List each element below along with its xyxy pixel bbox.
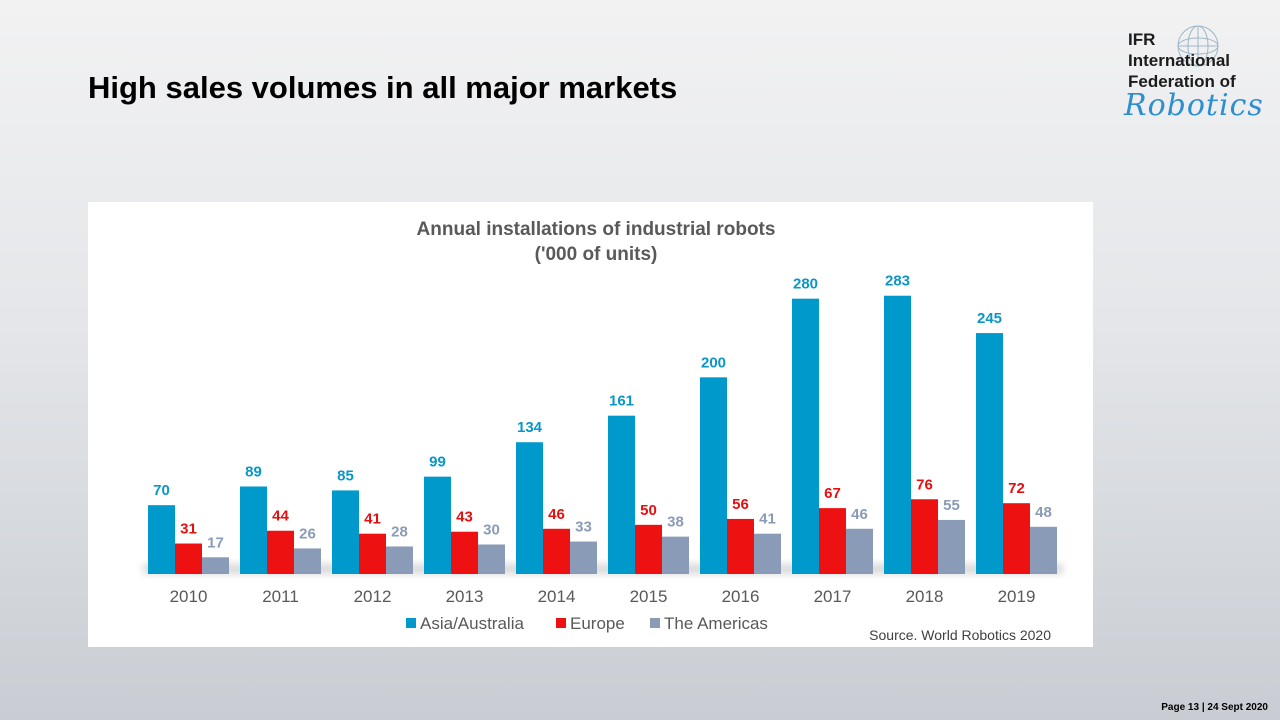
legend-swatch xyxy=(650,618,660,628)
logo-line-robotics: Robotics xyxy=(1124,88,1264,123)
slide-title: High sales volumes in all major markets xyxy=(88,70,678,105)
bar-the-americas-2017 xyxy=(846,528,873,574)
bar-europe-2011 xyxy=(267,530,294,574)
bar-europe-2014 xyxy=(543,528,570,574)
data-label: 134 xyxy=(517,419,543,436)
x-tick-label: 2012 xyxy=(354,587,392,606)
data-label: 72 xyxy=(1008,480,1025,497)
page-footer: Page 13 | 24 Sept 2020 xyxy=(1161,702,1268,713)
chart-title: Annual installations of industrial robot… xyxy=(417,219,776,240)
bar-the-americas-2011 xyxy=(294,548,321,574)
data-label: 48 xyxy=(1035,504,1052,521)
bar-asia-australia-2014 xyxy=(516,442,543,574)
data-label: 26 xyxy=(299,525,316,542)
bar-europe-2015 xyxy=(635,524,662,574)
bar-chart: Annual installations of industrial robot… xyxy=(143,219,1063,643)
bar-the-americas-2014 xyxy=(570,541,597,574)
data-label: 70 xyxy=(153,482,170,499)
bar-the-americas-2016 xyxy=(754,533,781,574)
legend-label: The Americas xyxy=(664,614,768,633)
data-label: 56 xyxy=(732,496,749,513)
bar-europe-2016 xyxy=(727,518,754,574)
logo-line-federation: Federation of xyxy=(1128,72,1236,91)
bar-the-americas-2012 xyxy=(386,546,413,574)
bar-asia-australia-2013 xyxy=(424,476,451,574)
bar-asia-australia-2012 xyxy=(332,490,359,574)
data-label: 17 xyxy=(207,534,224,551)
bar-europe-2019 xyxy=(1003,503,1030,574)
bar-the-americas-2010 xyxy=(202,557,229,574)
chart-subtitle: ('000 of units) xyxy=(535,244,658,265)
bar-asia-australia-2019 xyxy=(976,333,1003,574)
bar-asia-australia-2011 xyxy=(240,486,267,574)
bar-europe-2012 xyxy=(359,533,386,574)
chart-floor-shadow xyxy=(143,564,1063,574)
data-label: 33 xyxy=(575,519,592,536)
data-label: 85 xyxy=(337,467,354,484)
bar-asia-australia-2015 xyxy=(608,415,635,574)
data-label: 43 xyxy=(456,509,473,526)
x-tick-label: 2010 xyxy=(170,587,208,606)
x-axis-labels: 2010 2011 2012 2013 2014 2015 2016 2017 2018 2019 xyxy=(170,587,1036,606)
data-label: 99 xyxy=(429,454,446,471)
logo-line-ifr: IFR xyxy=(1128,30,1156,49)
x-tick-label: 2018 xyxy=(906,587,944,606)
data-label: 46 xyxy=(548,506,565,523)
x-tick-label: 2011 xyxy=(262,587,299,606)
data-label: 89 xyxy=(245,463,262,480)
x-tick-label: 2019 xyxy=(998,587,1036,606)
bar-the-americas-2019 xyxy=(1030,526,1057,574)
data-label: 41 xyxy=(759,511,776,528)
legend-swatch xyxy=(556,618,566,628)
legend-swatch xyxy=(406,618,416,628)
legend: Asia/Australia Europe The Americas xyxy=(406,614,768,633)
data-label: 30 xyxy=(483,522,500,539)
data-label: 245 xyxy=(977,310,1002,327)
data-label: 31 xyxy=(180,521,197,538)
bar-asia-australia-2016 xyxy=(700,377,727,574)
legend-label: Asia/Australia xyxy=(420,614,524,633)
bars-group: 70 31 17 89 44 26 85 41 28 99 43 30 134 46 33 161 50 38 20… xyxy=(148,273,1057,574)
bar-asia-australia-2017 xyxy=(792,298,819,574)
data-label: 28 xyxy=(391,523,408,540)
x-tick-label: 2016 xyxy=(722,587,760,606)
bar-the-americas-2018 xyxy=(938,519,965,574)
data-label: 55 xyxy=(943,497,960,514)
data-label: 44 xyxy=(272,508,289,525)
x-tick-label: 2015 xyxy=(630,587,668,606)
bar-europe-2017 xyxy=(819,508,846,574)
bar-the-americas-2013 xyxy=(478,544,505,574)
data-label: 41 xyxy=(364,511,381,528)
legend-label: Europe xyxy=(570,614,625,633)
ifr-logo: IFR International Federation of Robotics xyxy=(1118,22,1268,123)
logo-line-international: International xyxy=(1128,51,1231,70)
data-label: 200 xyxy=(701,354,726,371)
data-label: 38 xyxy=(667,514,684,531)
chart-panel: Annual installations of industrial robot… xyxy=(88,202,1093,647)
chart-source: Source. World Robotics 2020 xyxy=(869,627,1051,643)
data-label: 76 xyxy=(916,476,933,493)
bar-europe-2018 xyxy=(911,499,938,574)
bar-asia-australia-2018 xyxy=(884,295,911,574)
data-label: 67 xyxy=(824,485,841,502)
x-tick-label: 2017 xyxy=(814,587,852,606)
x-tick-label: 2013 xyxy=(446,587,484,606)
data-label: 280 xyxy=(793,276,818,293)
data-label: 161 xyxy=(609,393,634,410)
bar-europe-2013 xyxy=(451,531,478,574)
bar-asia-australia-2010 xyxy=(148,505,175,574)
x-tick-label: 2014 xyxy=(538,587,576,606)
globe-icon xyxy=(1177,25,1219,67)
data-label: 283 xyxy=(885,273,910,290)
bar-europe-2010 xyxy=(175,543,202,574)
data-label: 50 xyxy=(640,502,657,519)
data-label: 46 xyxy=(851,506,868,523)
bar-the-americas-2015 xyxy=(662,536,689,574)
